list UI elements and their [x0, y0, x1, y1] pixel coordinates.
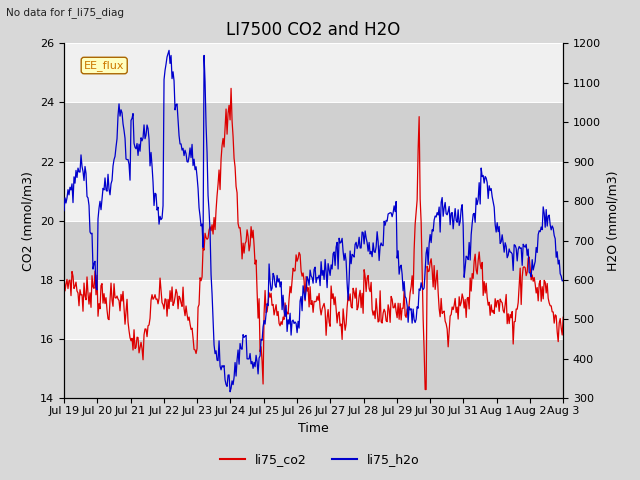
X-axis label: Time: Time	[298, 421, 329, 434]
Text: No data for f_li75_diag: No data for f_li75_diag	[6, 7, 124, 18]
Bar	[64, 339, 563, 398]
Bar	[64, 221, 563, 280]
Bar	[64, 102, 563, 162]
Text: EE_flux: EE_flux	[84, 60, 124, 71]
Legend: li75_co2, li75_h2o: li75_co2, li75_h2o	[215, 448, 425, 471]
Title: LI7500 CO2 and H2O: LI7500 CO2 and H2O	[227, 21, 401, 39]
Bar	[64, 43, 563, 102]
Bar	[64, 162, 563, 221]
Y-axis label: CO2 (mmol/m3): CO2 (mmol/m3)	[22, 171, 35, 271]
Bar	[64, 280, 563, 339]
Y-axis label: H2O (mmol/m3): H2O (mmol/m3)	[607, 170, 620, 271]
